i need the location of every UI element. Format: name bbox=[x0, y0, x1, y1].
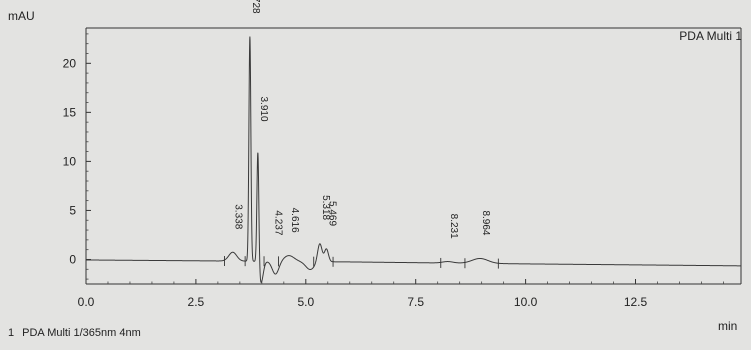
x-tick-label: 12.5 bbox=[624, 295, 648, 309]
peak-label: 3.910 bbox=[258, 96, 269, 121]
legend-number: 1 bbox=[8, 327, 15, 339]
y-tick-label: 15 bbox=[63, 105, 77, 119]
y-axis-ticks: 0 5 10 15 20 bbox=[63, 33, 91, 280]
integration-markers bbox=[224, 255, 499, 269]
x-tick-label: 7.5 bbox=[407, 295, 424, 309]
plot-area bbox=[85, 27, 742, 285]
x-axis-unit: min bbox=[718, 319, 737, 333]
peak-label: 3.338 bbox=[233, 204, 244, 229]
peak-label: 8.964 bbox=[480, 210, 491, 235]
x-axis-ticks: 0.0 2.5 5.0 7.5 10.0 12.5 bbox=[78, 279, 724, 309]
x-tick-label: 0.0 bbox=[78, 295, 95, 309]
x-tick-label: 10.0 bbox=[514, 295, 538, 309]
x-tick-label: 5.0 bbox=[297, 295, 314, 309]
peak-label: 4.237 bbox=[272, 210, 283, 235]
peak-label: 5.469 bbox=[326, 201, 337, 226]
peak-label: 8.231 bbox=[448, 214, 459, 239]
y-tick-label: 10 bbox=[63, 154, 77, 168]
x-tick-label: 2.5 bbox=[188, 295, 205, 309]
trace-label: PDA Multi 1 bbox=[679, 29, 742, 43]
y-axis-unit: mAU bbox=[8, 9, 35, 23]
y-tick-label: 20 bbox=[63, 56, 77, 70]
peak-label: 4.616 bbox=[289, 208, 300, 233]
y-tick-label: 0 bbox=[69, 252, 76, 266]
peak-label: 3.728 bbox=[250, 0, 261, 14]
legend-text: PDA Multi 1/365nm 4nm bbox=[22, 327, 141, 339]
y-tick-label: 5 bbox=[69, 203, 76, 217]
chromatogram-trace bbox=[86, 36, 741, 283]
legend: 1 PDA Multi 1/365nm 4nm bbox=[8, 327, 149, 339]
peak-label: 5.318 bbox=[320, 195, 331, 220]
